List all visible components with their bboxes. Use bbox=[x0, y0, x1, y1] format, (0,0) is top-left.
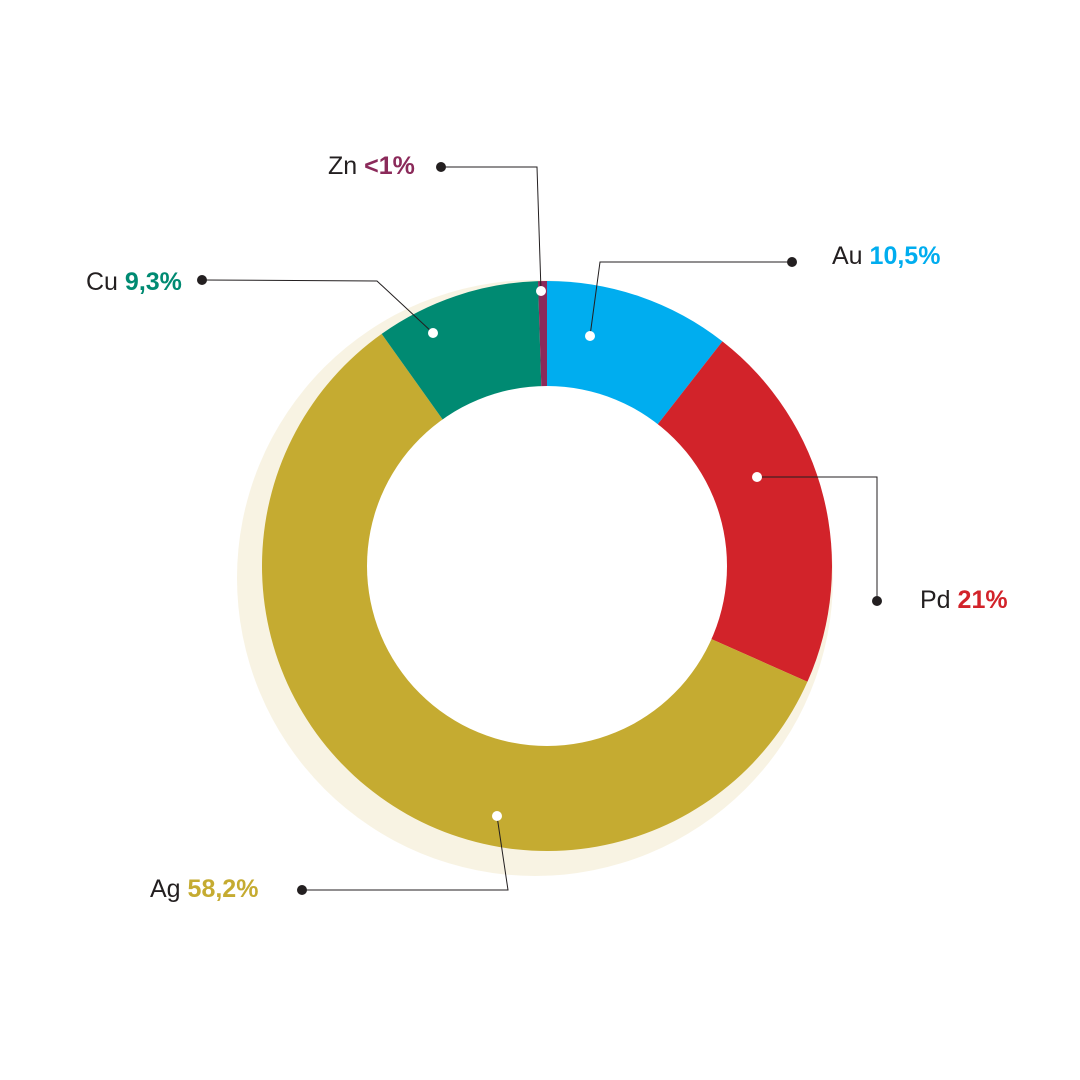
leader-line bbox=[589, 261, 792, 337]
leader-line bbox=[441, 166, 542, 292]
slice-dot bbox=[752, 472, 762, 482]
leader-dot bbox=[297, 885, 307, 895]
category-name: Cu bbox=[86, 268, 118, 296]
leader-line bbox=[302, 815, 509, 891]
leader-dot bbox=[787, 257, 797, 267]
leader-dot bbox=[436, 162, 446, 172]
slice-dot bbox=[585, 331, 595, 341]
slice-dot bbox=[536, 286, 546, 296]
value-label: <1% bbox=[364, 152, 415, 180]
donut-hole bbox=[367, 386, 727, 746]
leader-dot bbox=[872, 596, 882, 606]
slice-label: Ag 58,2% bbox=[150, 875, 258, 903]
leader-line bbox=[757, 476, 878, 601]
leader-dot bbox=[197, 275, 207, 285]
value-label: 58,2% bbox=[188, 875, 259, 903]
slice-label: Au 10,5% bbox=[832, 242, 940, 270]
category-name: Pd bbox=[920, 586, 951, 614]
slice-label: Cu 9,3% bbox=[86, 268, 182, 296]
slice-dot bbox=[492, 811, 502, 821]
slice-label: Zn <1% bbox=[328, 152, 415, 180]
value-label: 10,5% bbox=[870, 242, 941, 270]
category-name: Au bbox=[832, 242, 863, 270]
value-label: 9,3% bbox=[125, 268, 182, 296]
slice-dot bbox=[428, 328, 438, 338]
value-label: 21% bbox=[958, 586, 1008, 614]
leader-line bbox=[201, 279, 434, 334]
category-name: Ag bbox=[150, 875, 181, 903]
slice-label: Pd 21% bbox=[920, 586, 1008, 614]
labels: Au 10,5% Pd 21% Ag 58,2% Cu 9,3% Zn <1% bbox=[86, 152, 1008, 903]
category-name: Zn bbox=[328, 152, 357, 180]
